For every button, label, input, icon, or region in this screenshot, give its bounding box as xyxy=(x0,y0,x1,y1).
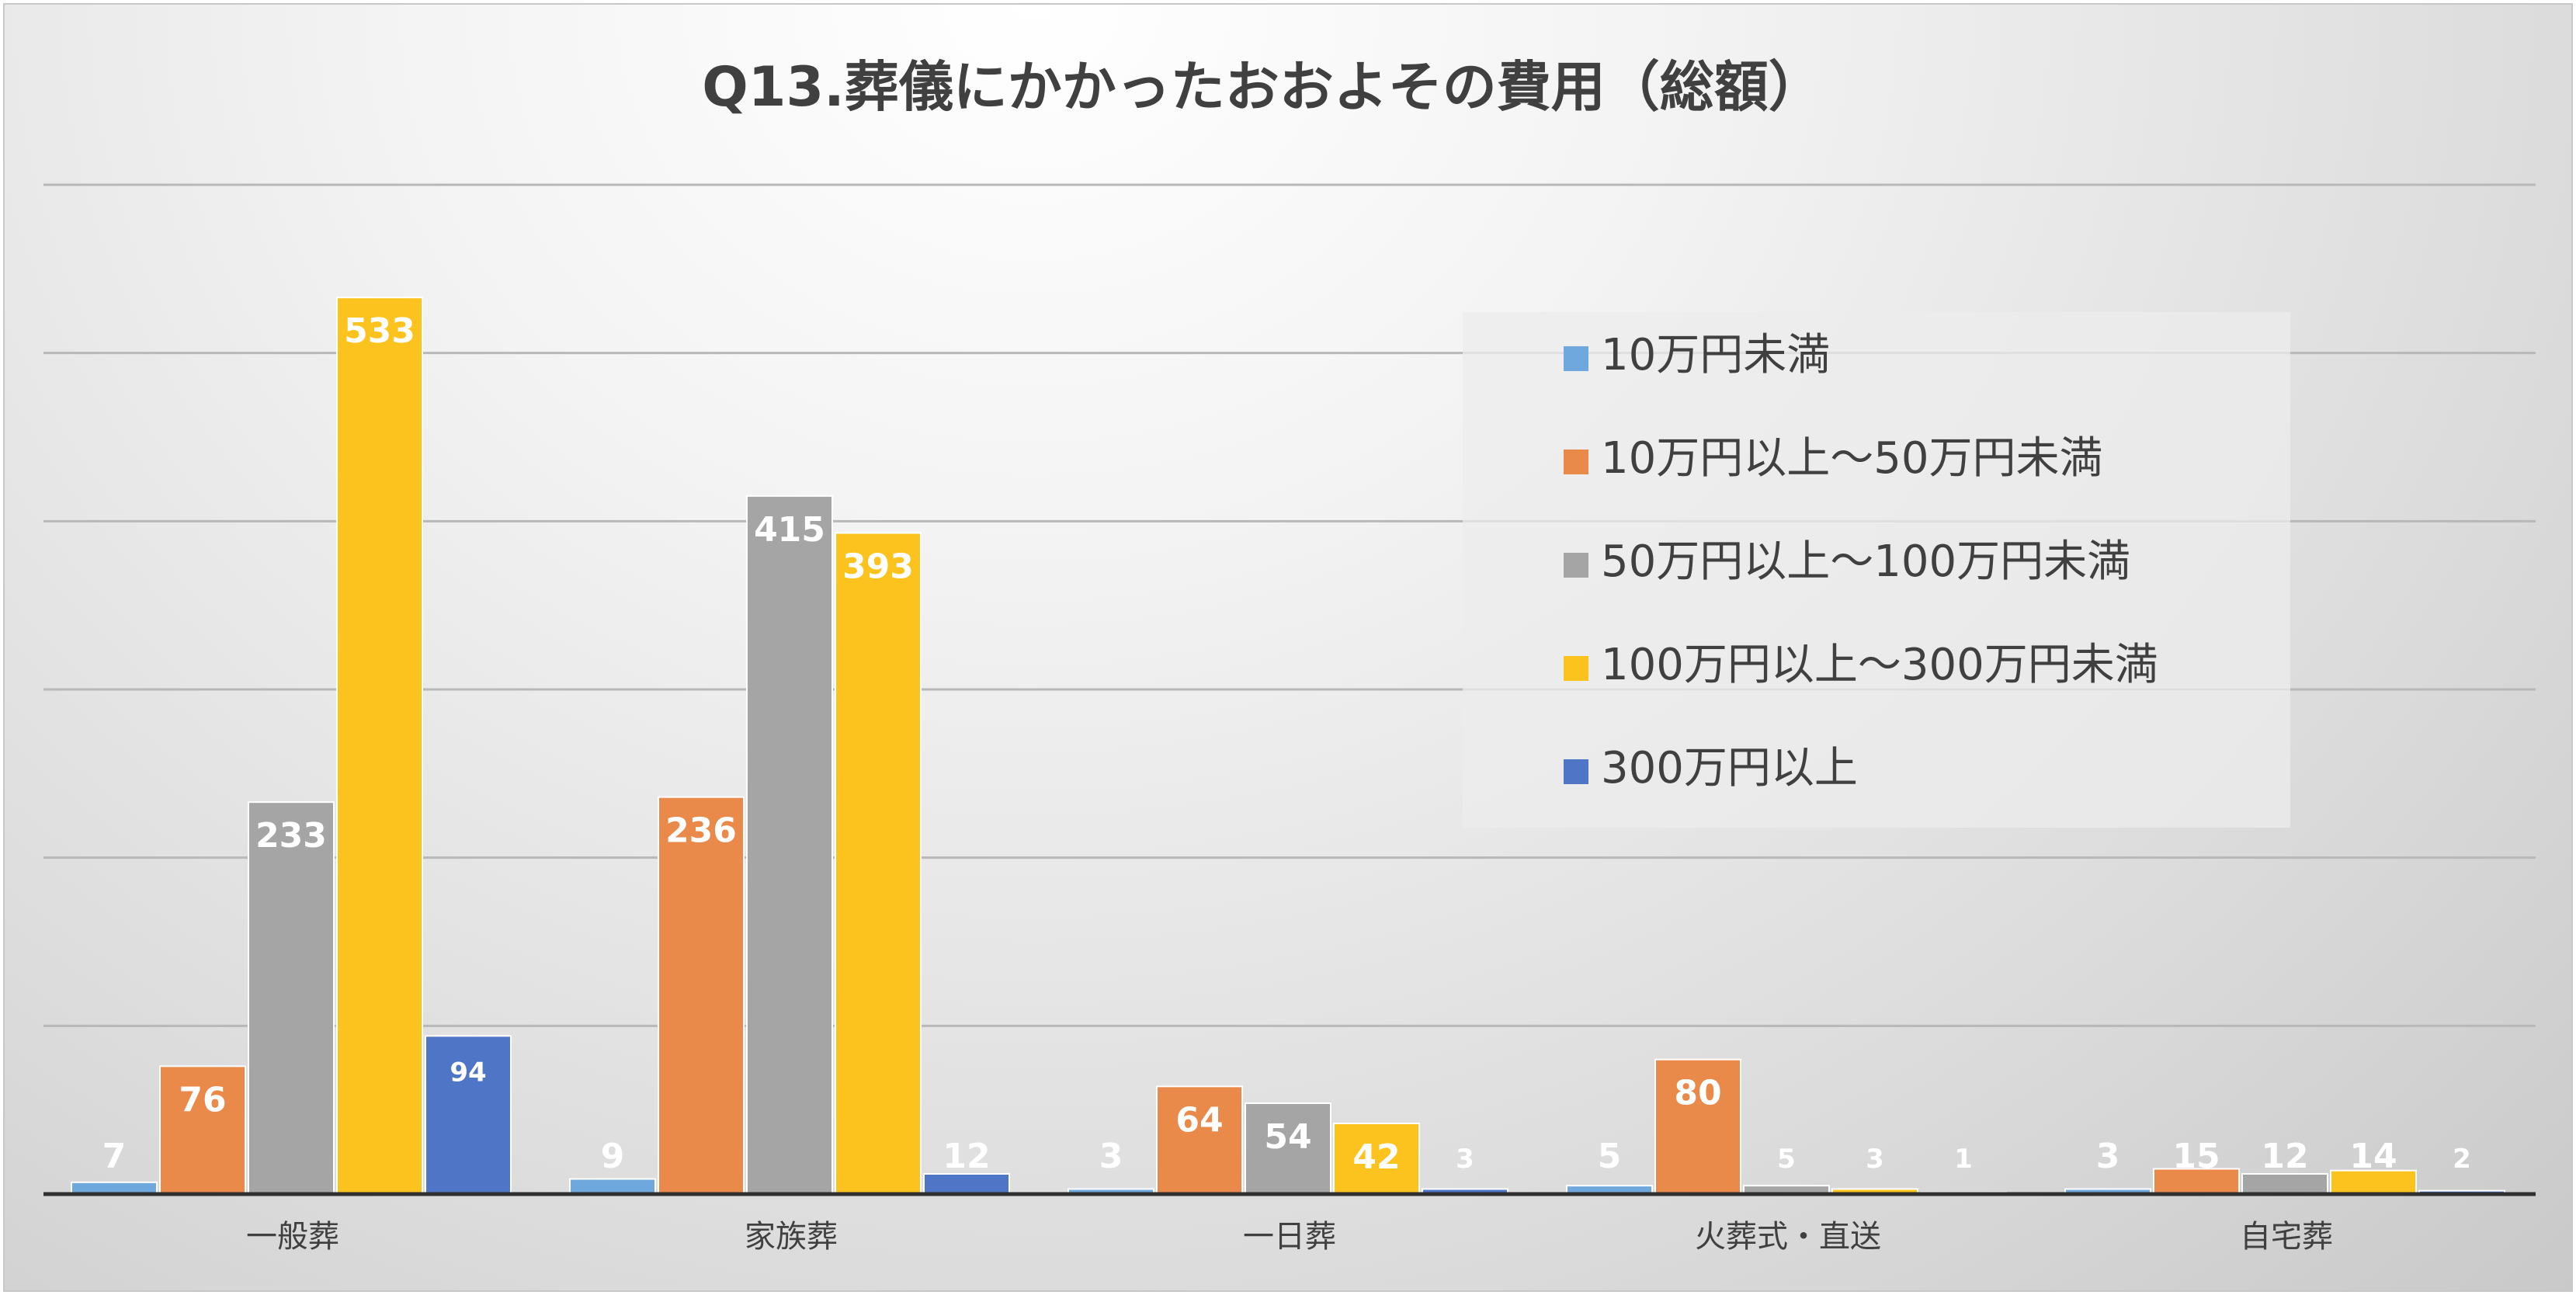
data-label: 236 xyxy=(665,811,737,851)
bar xyxy=(835,532,922,1195)
data-label: 64 xyxy=(1175,1100,1223,1140)
data-label: 5 xyxy=(1598,1137,1622,1176)
data-label: 54 xyxy=(1264,1117,1311,1157)
x-tick-label: 家族葬 xyxy=(745,1219,838,1255)
data-label: 3 xyxy=(1099,1137,1123,1176)
data-label: 415 xyxy=(754,510,825,550)
data-label: 5 xyxy=(1777,1144,1796,1175)
bar-chart: Q13.葬儀にかかったおおよその費用（総額） 77623353394923641… xyxy=(43,55,2536,1255)
bar xyxy=(248,801,335,1195)
legend-swatch xyxy=(1564,656,1588,681)
legend-swatch xyxy=(1564,553,1588,578)
data-label: 12 xyxy=(2261,1137,2308,1176)
data-label: 533 xyxy=(344,311,415,351)
legend-box xyxy=(1463,312,2290,828)
data-label: 3 xyxy=(1866,1144,1884,1175)
chart-area: Q13.葬儀にかかったおおよその費用（総額） 7 76 233 533 94 9 236 41… xyxy=(3,3,2573,1292)
data-label: 2 xyxy=(2453,1144,2471,1175)
data-label: 7 xyxy=(102,1137,127,1176)
legend-label: 10万円未満 xyxy=(1601,330,1830,380)
gridlines xyxy=(43,183,2536,1027)
bar xyxy=(1333,1123,1420,1195)
bar xyxy=(2153,1168,2240,1195)
legend-swatch xyxy=(1564,759,1588,784)
data-label: 94 xyxy=(450,1057,486,1088)
data-label: 3 xyxy=(2096,1137,2120,1176)
bar xyxy=(1156,1085,1243,1196)
x-tick-label: 自宅葬 xyxy=(2240,1219,2333,1255)
legend-swatch xyxy=(1564,450,1588,474)
x-tick-label: 一般葬 xyxy=(246,1219,339,1255)
bar xyxy=(746,495,833,1195)
data-label: 80 xyxy=(1674,1074,1721,1113)
data-labels: 7 76 233 533 94 9 236 415 393 12 3 64 54 42 3 5 80 5 3 1 3 15… xyxy=(102,311,2471,1177)
legend: 10万円未満 10万円以上～50万円未満 50万円以上～100万円未満 100万円以上… xyxy=(1463,312,2290,828)
chart-title: Q13.葬儀にかかったおおよその費用（総額） xyxy=(702,55,1823,119)
legend-label: 100万円以上～300万円未満 xyxy=(1601,640,2158,690)
bar xyxy=(159,1065,246,1196)
legend-label: 50万円以上～100万円未満 xyxy=(1601,536,2130,587)
bar xyxy=(1654,1058,1741,1195)
legend-label: 300万円以上 xyxy=(1601,743,1858,793)
bars xyxy=(71,297,2505,1196)
data-label: 393 xyxy=(842,547,914,587)
data-label: 1 xyxy=(1954,1144,1973,1175)
x-axis: 一般葬 家族葬 一日葬 火葬式・直送 自宅葬 xyxy=(43,1192,2536,1255)
bar xyxy=(658,796,745,1196)
data-label: 233 xyxy=(255,816,327,856)
legend-swatch xyxy=(1564,346,1588,371)
data-label: 3 xyxy=(1456,1144,1474,1175)
bar xyxy=(2241,1173,2328,1195)
data-label: 14 xyxy=(2349,1137,2397,1176)
bar xyxy=(336,297,423,1196)
data-label: 76 xyxy=(179,1080,226,1120)
bar xyxy=(2330,1169,2417,1195)
data-label: 12 xyxy=(943,1137,990,1176)
legend-label: 10万円以上～50万円未満 xyxy=(1601,433,2103,484)
bar xyxy=(923,1173,1010,1195)
data-label: 42 xyxy=(1352,1137,1400,1177)
data-label: 9 xyxy=(601,1137,625,1176)
bar xyxy=(1245,1102,1331,1195)
data-label: 15 xyxy=(2172,1137,2220,1176)
x-tick-label: 火葬式・直送 xyxy=(1695,1219,1881,1255)
x-tick-label: 一日葬 xyxy=(1243,1219,1336,1255)
bar xyxy=(569,1178,656,1195)
